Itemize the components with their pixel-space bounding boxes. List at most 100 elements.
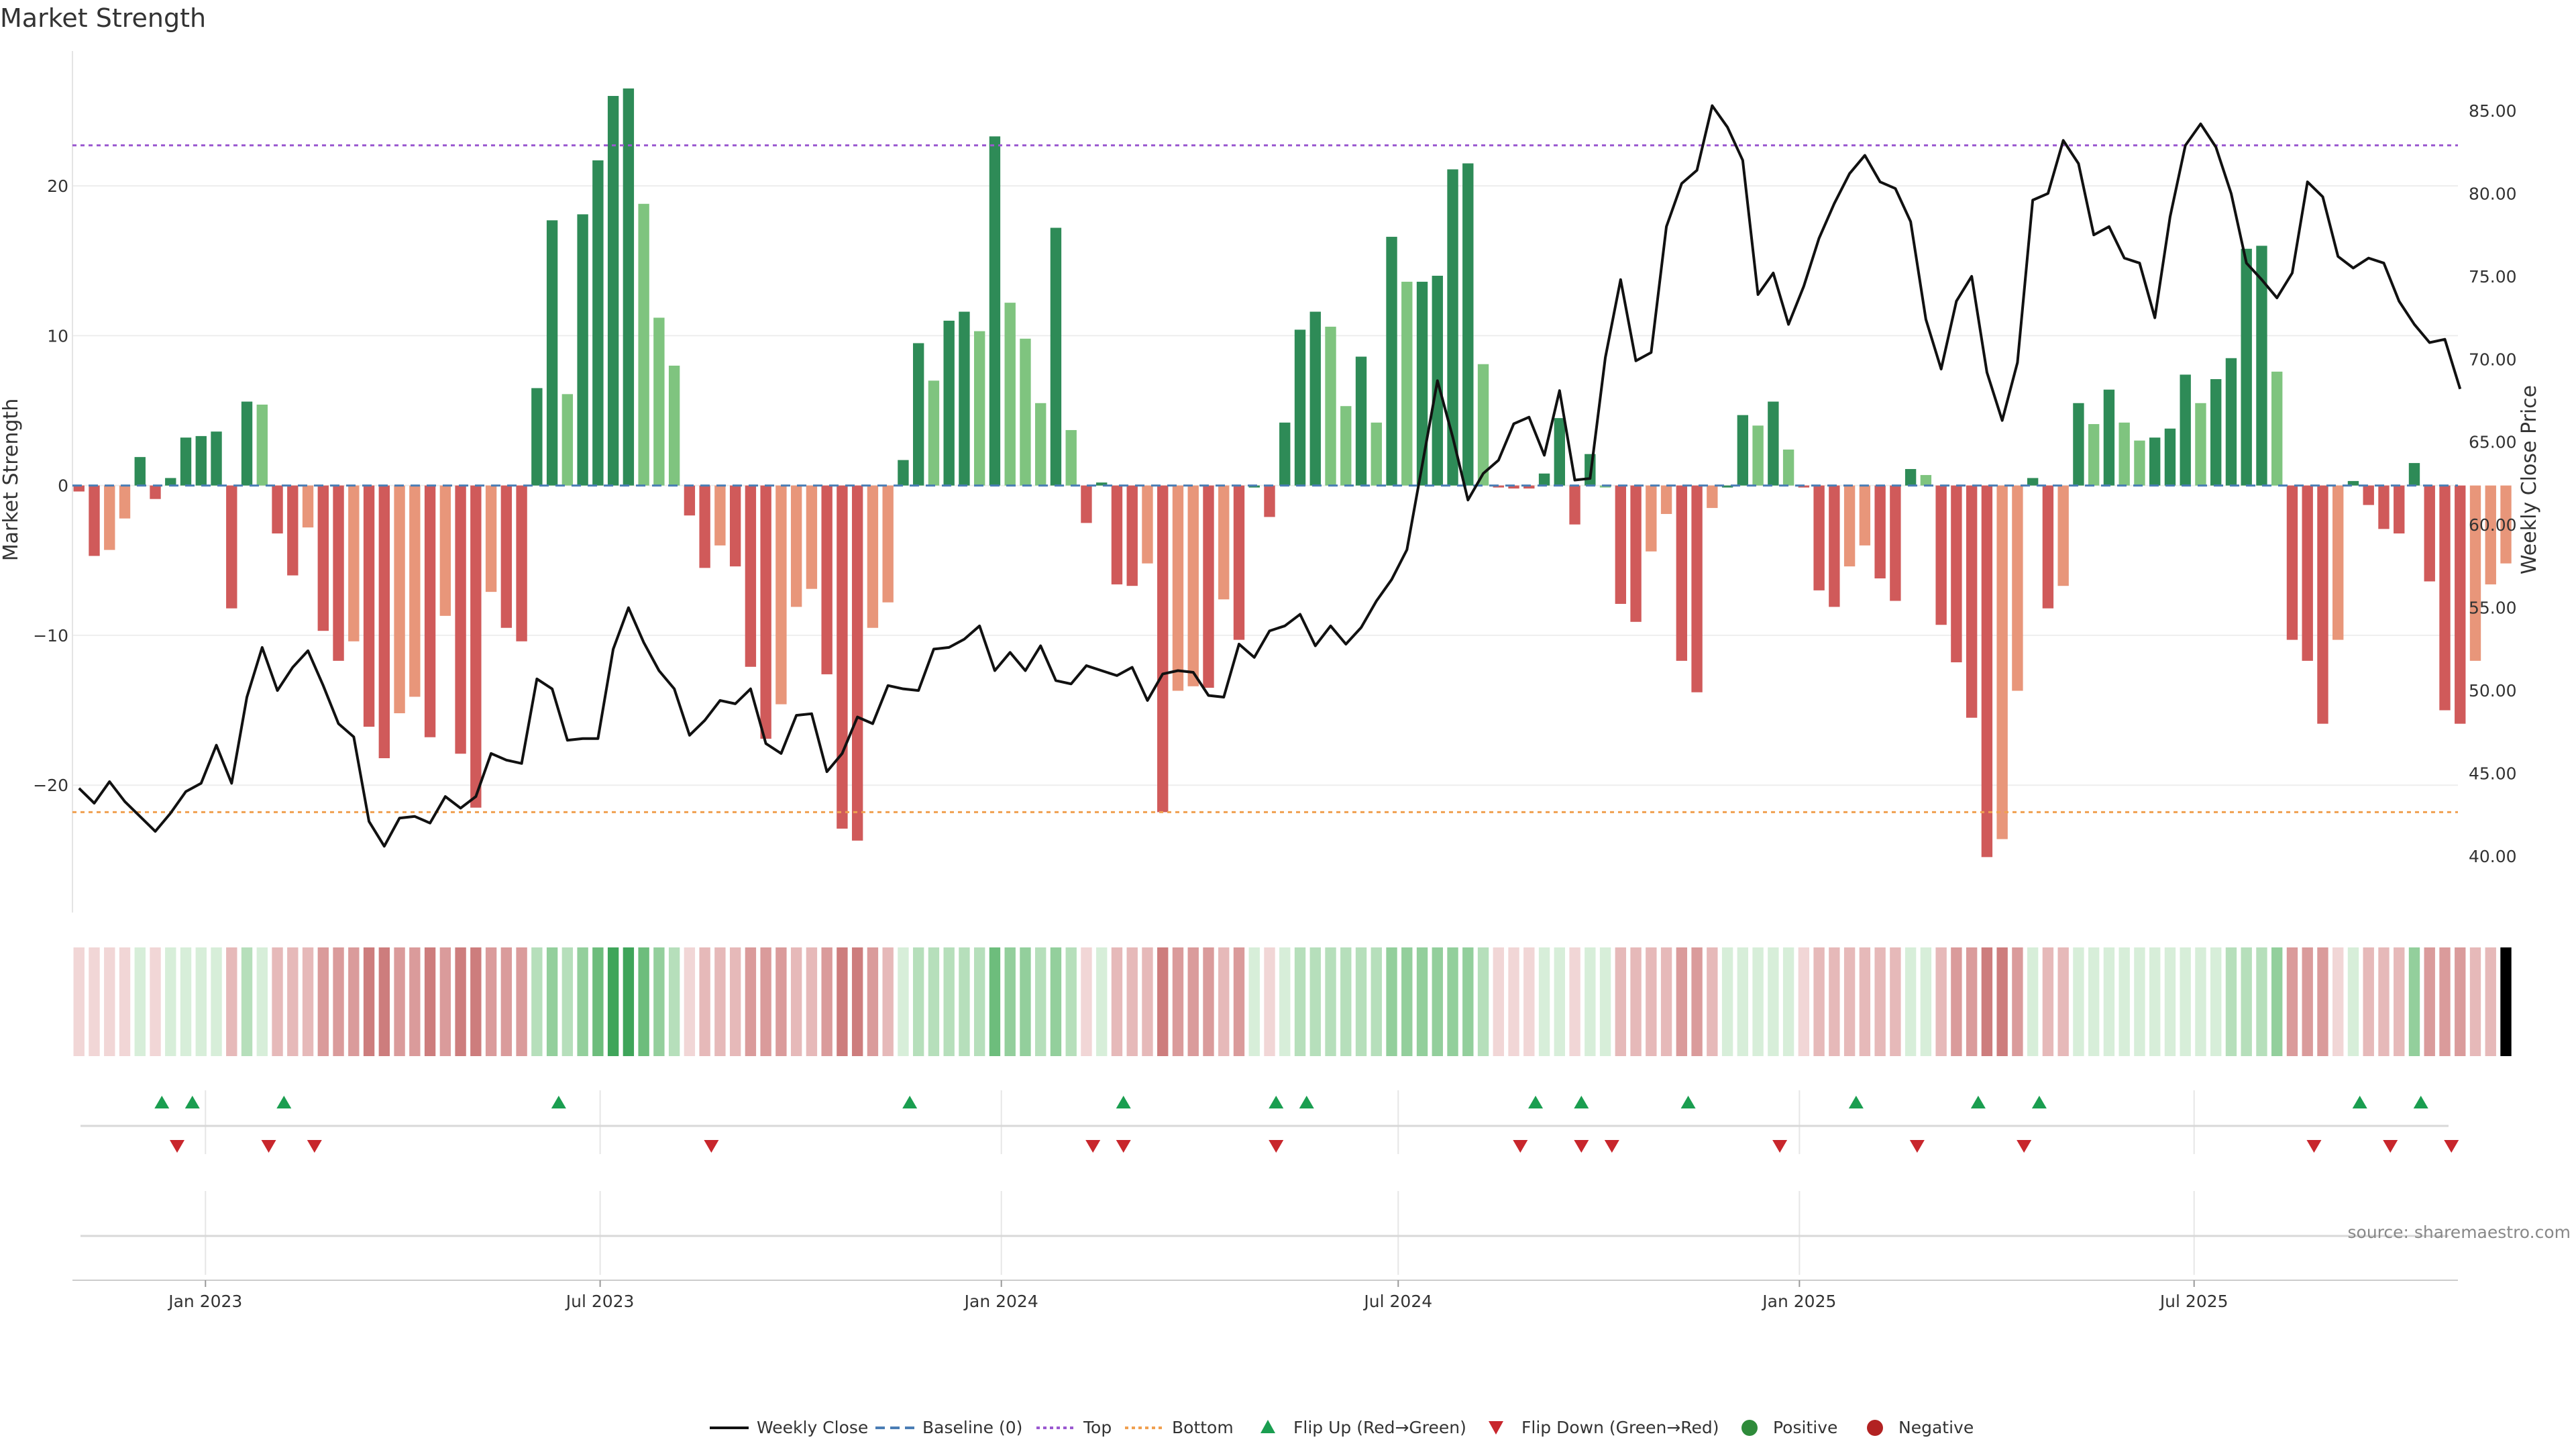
strength-bar xyxy=(1904,469,1917,486)
y2-tick-label: 70.00 xyxy=(2469,350,2517,369)
strength-bar xyxy=(1325,326,1336,486)
strength-bar xyxy=(1843,485,1856,567)
strength-bar xyxy=(577,214,588,486)
heat-cell xyxy=(837,947,848,1056)
legend-label: Negative xyxy=(1898,1418,1974,1437)
heat-cell xyxy=(989,947,1001,1056)
heat-cell xyxy=(1707,947,1718,1056)
heat-cell xyxy=(2042,947,2054,1056)
strength-bar xyxy=(2408,463,2420,486)
strength-bar xyxy=(424,485,436,737)
heat-cell xyxy=(409,947,421,1056)
heat-cell xyxy=(882,947,894,1056)
heat-cell xyxy=(867,947,879,1056)
heat-cell xyxy=(455,947,466,1056)
strength-bar xyxy=(1859,485,1871,546)
strength-bar xyxy=(134,457,146,486)
legend-label: Bottom xyxy=(1172,1418,1234,1437)
heat-cell xyxy=(2485,947,2496,1056)
strength-bar xyxy=(1890,485,1901,601)
heat-cell xyxy=(668,947,680,1056)
heat-cell xyxy=(1325,947,1336,1056)
strength-bar xyxy=(2103,389,2115,486)
strength-bar xyxy=(2271,371,2283,486)
strength-bar xyxy=(638,203,649,486)
heat-cell xyxy=(1157,947,1169,1056)
flip-down-marker xyxy=(1269,1140,1284,1153)
heat-cell xyxy=(1111,947,1123,1056)
heat-cell xyxy=(1142,947,1153,1056)
heat-cell xyxy=(714,947,726,1056)
strength-bar xyxy=(1951,485,1962,663)
flip-up-marker xyxy=(1680,1096,1696,1108)
legend-label: Top xyxy=(1083,1418,1112,1437)
heat-cell xyxy=(638,947,649,1056)
heat-cell xyxy=(1599,947,1611,1056)
heat-cell xyxy=(531,947,543,1056)
heat-cell xyxy=(821,947,833,1056)
strength-bar xyxy=(1676,485,1688,661)
strength-bar xyxy=(2241,248,2252,486)
heat-cell xyxy=(1035,947,1046,1056)
strength-bar xyxy=(1096,482,1108,486)
legend-weekly-close: Weekly Close xyxy=(710,1418,868,1437)
strength-bar xyxy=(394,485,405,713)
strength-bar xyxy=(2332,485,2344,640)
heat-cell xyxy=(439,947,451,1056)
heat-cell xyxy=(1935,947,1947,1056)
flip-up-marker xyxy=(1269,1096,1284,1108)
heat-cell xyxy=(1371,947,1382,1056)
flip-up-marker xyxy=(1299,1096,1314,1108)
heat-cell xyxy=(1523,947,1535,1056)
heat-cell xyxy=(1493,947,1504,1056)
legend-label: Weekly Close xyxy=(757,1418,868,1437)
flip-down-marker xyxy=(2444,1140,2459,1153)
heat-cell xyxy=(272,947,283,1056)
strength-bar xyxy=(1065,429,1077,486)
strength-bar xyxy=(684,485,696,516)
heat-cell xyxy=(959,947,970,1056)
flip-down-marker xyxy=(1604,1140,1619,1153)
strength-bar xyxy=(1813,485,1825,590)
x-tick-label: Jul 2025 xyxy=(2159,1292,2229,1311)
strength-bar xyxy=(607,95,619,486)
strength-bar xyxy=(1935,485,1947,625)
flip-markers xyxy=(80,1096,2459,1237)
right-axis: 40.00 45.00 50.00 55.00 60.00 65.00 70.00 75.00… xyxy=(2469,101,2517,866)
strength-bar xyxy=(1279,422,1291,486)
heat-cell xyxy=(1768,947,1779,1056)
heat-cell xyxy=(195,947,207,1056)
heat-cell xyxy=(2073,947,2084,1056)
strength-bar xyxy=(119,485,131,519)
heat-cell xyxy=(2210,947,2222,1056)
heat-cell xyxy=(943,947,955,1056)
y2-tick-label: 55.00 xyxy=(2469,599,2517,618)
heat-cell xyxy=(2256,947,2267,1056)
heat-cell xyxy=(2363,947,2374,1056)
strength-bar xyxy=(333,485,344,661)
strength-bar xyxy=(2424,485,2435,582)
strength-bar xyxy=(1523,485,1535,489)
heat-cell xyxy=(623,947,635,1056)
heat-cell xyxy=(806,947,818,1056)
heat-cell xyxy=(1416,947,1428,1056)
x-tick-label: Jan 2024 xyxy=(963,1292,1038,1311)
legend-flip-up: Flip Up (Red→Green) xyxy=(1260,1418,1466,1437)
reference-lines xyxy=(72,144,2458,813)
heat-cell xyxy=(1218,947,1230,1056)
heat-cell xyxy=(1462,947,1474,1056)
heat-cell xyxy=(1248,947,1260,1056)
heat-cell xyxy=(1294,947,1306,1056)
legend-bottom: Bottom xyxy=(1125,1418,1234,1437)
flip-up-marker xyxy=(276,1096,292,1108)
heat-cell xyxy=(226,947,237,1056)
strength-bar xyxy=(1508,485,1519,489)
heat-cell xyxy=(1829,947,1840,1056)
heat-cell xyxy=(745,947,757,1056)
strength-bar xyxy=(1737,415,1749,486)
heat-cell xyxy=(424,947,436,1056)
strength-bar xyxy=(1187,485,1199,686)
legend-swatch xyxy=(1867,1420,1883,1436)
heat-cell xyxy=(1981,947,1993,1056)
heat-cell xyxy=(1508,947,1519,1056)
